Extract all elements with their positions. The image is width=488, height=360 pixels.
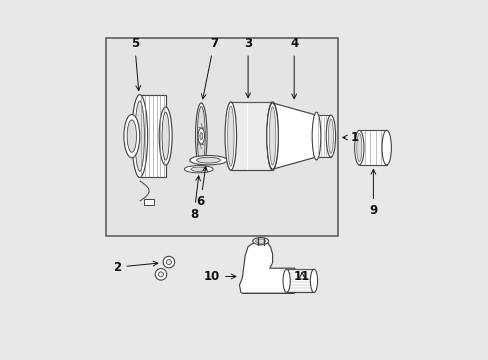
Ellipse shape [325, 115, 335, 157]
Ellipse shape [356, 134, 361, 162]
Ellipse shape [224, 102, 236, 170]
Text: 8: 8 [189, 176, 200, 221]
Ellipse shape [328, 119, 333, 153]
Text: 1: 1 [342, 131, 358, 144]
Ellipse shape [123, 114, 140, 158]
Bar [106, 38, 337, 236]
Ellipse shape [155, 269, 166, 280]
Bar [230, 102, 272, 170]
Ellipse shape [166, 260, 171, 265]
Ellipse shape [200, 132, 203, 140]
Polygon shape [239, 240, 294, 293]
Ellipse shape [266, 103, 278, 169]
Ellipse shape [135, 101, 144, 171]
Ellipse shape [158, 272, 163, 277]
Ellipse shape [269, 106, 275, 166]
Ellipse shape [159, 107, 172, 165]
Text: 4: 4 [289, 37, 298, 99]
Ellipse shape [184, 166, 213, 173]
Bar [359, 130, 386, 165]
Ellipse shape [163, 256, 174, 268]
Text: 9: 9 [368, 170, 377, 217]
Ellipse shape [227, 106, 234, 166]
Ellipse shape [269, 107, 275, 165]
Ellipse shape [196, 157, 220, 163]
Bar [144, 199, 154, 205]
Text: 7: 7 [201, 37, 218, 99]
Ellipse shape [195, 103, 206, 169]
Ellipse shape [311, 112, 320, 160]
Ellipse shape [189, 156, 227, 165]
Ellipse shape [162, 112, 169, 160]
Ellipse shape [283, 269, 289, 292]
Ellipse shape [310, 269, 317, 292]
Bar [286, 269, 313, 292]
Text: 3: 3 [244, 37, 252, 98]
Text: 10: 10 [203, 270, 236, 283]
Text: 2: 2 [113, 261, 158, 274]
Text: 11: 11 [293, 270, 309, 283]
Ellipse shape [381, 130, 390, 165]
Ellipse shape [255, 239, 265, 243]
Ellipse shape [127, 120, 136, 152]
Ellipse shape [197, 107, 205, 166]
Bar [316, 115, 330, 157]
Bar [140, 95, 165, 177]
Text: 5: 5 [130, 37, 141, 90]
Ellipse shape [198, 128, 204, 144]
Ellipse shape [266, 102, 278, 170]
Ellipse shape [190, 167, 206, 171]
Polygon shape [272, 103, 316, 169]
Text: 6: 6 [196, 167, 207, 208]
Ellipse shape [132, 95, 147, 177]
Ellipse shape [252, 238, 268, 245]
Ellipse shape [354, 130, 363, 165]
